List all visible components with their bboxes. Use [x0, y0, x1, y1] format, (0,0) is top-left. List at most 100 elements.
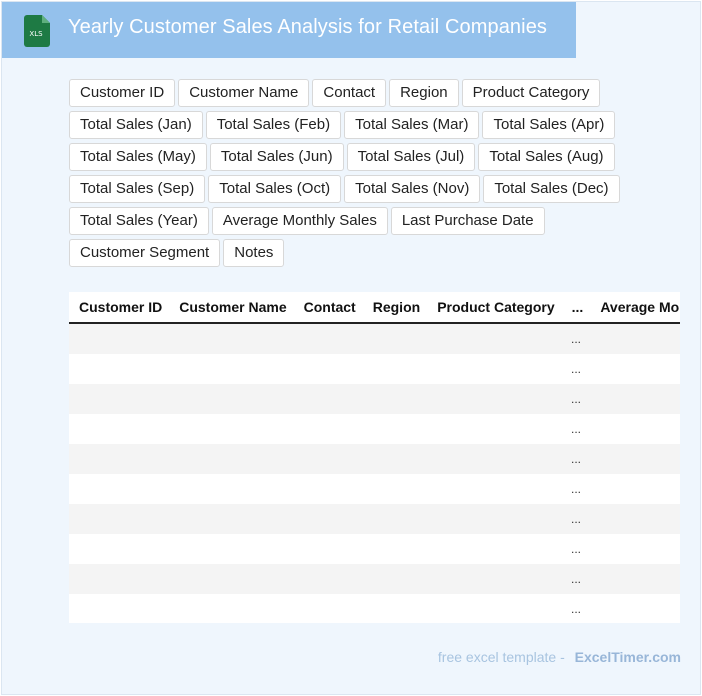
table-cell[interactable] — [169, 534, 294, 564]
table-cell[interactable] — [590, 594, 680, 623]
table-cell[interactable] — [293, 474, 363, 504]
table-cell[interactable] — [427, 594, 562, 623]
field-chip[interactable]: Total Sales (Nov) — [344, 175, 481, 203]
table-cell[interactable] — [362, 474, 428, 504]
field-chip[interactable]: Total Sales (Oct) — [208, 175, 342, 203]
column-header[interactable]: Customer Name — [169, 292, 294, 324]
table-cell[interactable] — [69, 504, 170, 534]
table-cell[interactable] — [169, 323, 294, 354]
table-cell[interactable]: ... — [561, 414, 591, 444]
table-cell[interactable] — [427, 354, 562, 384]
table-cell[interactable] — [169, 474, 294, 504]
field-chip[interactable]: Total Sales (Dec) — [483, 175, 620, 203]
table-cell[interactable] — [169, 504, 294, 534]
field-chip[interactable]: Average Monthly Sales — [211, 207, 388, 235]
table-cell[interactable] — [293, 564, 363, 594]
table-cell[interactable]: ... — [561, 564, 591, 594]
table-cell[interactable]: ... — [561, 504, 591, 534]
table-cell[interactable] — [590, 444, 680, 474]
table-cell[interactable] — [590, 504, 680, 534]
footer-brand-link[interactable]: ExcelTimer.com — [574, 649, 681, 665]
field-chip[interactable]: Region — [389, 79, 459, 107]
table-cell[interactable] — [293, 504, 363, 534]
column-header[interactable]: ... — [561, 292, 591, 324]
table-cell[interactable] — [427, 323, 562, 354]
table-cell[interactable] — [69, 384, 170, 414]
table-cell[interactable] — [169, 564, 294, 594]
table-cell[interactable] — [427, 414, 562, 444]
table-cell[interactable] — [590, 323, 680, 354]
table-cell[interactable] — [69, 474, 170, 504]
table-cell[interactable] — [69, 414, 170, 444]
table-cell[interactable] — [362, 354, 428, 384]
table-cell[interactable] — [69, 323, 170, 354]
field-chip[interactable]: Total Sales (Year) — [69, 207, 209, 235]
table-cell[interactable] — [427, 534, 562, 564]
table-cell[interactable] — [427, 384, 562, 414]
table-cell[interactable] — [69, 354, 170, 384]
table-cell[interactable] — [293, 354, 363, 384]
table-cell[interactable] — [169, 444, 294, 474]
table-cell[interactable] — [362, 594, 428, 623]
table-cell[interactable]: ... — [561, 384, 591, 414]
table-cell[interactable] — [69, 564, 170, 594]
table-cell[interactable] — [590, 534, 680, 564]
table-cell[interactable] — [590, 564, 680, 594]
table-cell[interactable] — [362, 414, 428, 444]
field-chip[interactable]: Product Category — [461, 79, 601, 107]
data-table-container[interactable]: Customer ID Customer Name Contact Region Pro… — [69, 292, 680, 623]
table-cell[interactable] — [169, 414, 294, 444]
field-chip[interactable]: Contact — [312, 79, 387, 107]
table-cell[interactable] — [362, 444, 428, 474]
column-header[interactable]: Contact — [293, 292, 363, 324]
column-header[interactable]: Customer ID — [69, 292, 170, 324]
field-chip[interactable]: Customer Segment — [69, 239, 221, 267]
table-cell[interactable] — [590, 354, 680, 384]
table-cell[interactable] — [362, 323, 428, 354]
field-chip[interactable]: Customer Name — [178, 79, 310, 107]
column-header[interactable]: Region — [362, 292, 428, 324]
field-chip[interactable]: Total Sales (Sep) — [69, 175, 206, 203]
field-chip[interactable]: Total Sales (Aug) — [478, 143, 615, 171]
table-cell[interactable] — [69, 594, 170, 623]
field-chip[interactable]: Customer ID — [69, 79, 176, 107]
table-cell[interactable] — [362, 504, 428, 534]
table-cell[interactable] — [427, 444, 562, 474]
field-chip[interactable]: Total Sales (Jul) — [346, 143, 476, 171]
field-chip[interactable]: Total Sales (Jan) — [69, 111, 203, 139]
table-cell[interactable]: ... — [561, 534, 591, 564]
table-cell[interactable]: ... — [561, 354, 591, 384]
field-chip[interactable]: Total Sales (May) — [69, 143, 207, 171]
table-cell[interactable]: ... — [561, 474, 591, 504]
table-cell[interactable]: ... — [561, 594, 591, 623]
field-chip[interactable]: Total Sales (Mar) — [344, 111, 480, 139]
field-chip[interactable]: Total Sales (Jun) — [209, 143, 344, 171]
column-header[interactable]: Product Category — [427, 292, 562, 324]
table-cell[interactable] — [362, 534, 428, 564]
table-cell[interactable] — [293, 414, 363, 444]
table-cell[interactable] — [169, 594, 294, 623]
table-cell[interactable] — [362, 384, 428, 414]
field-chip[interactable]: Total Sales (Apr) — [482, 111, 616, 139]
table-cell[interactable] — [293, 594, 363, 623]
table-cell[interactable] — [169, 354, 294, 384]
table-cell[interactable] — [293, 323, 363, 354]
field-chip[interactable]: Notes — [223, 239, 285, 267]
table-cell[interactable] — [293, 534, 363, 564]
field-chip[interactable]: Last Purchase Date — [390, 207, 545, 235]
table-cell[interactable] — [427, 564, 562, 594]
table-cell[interactable] — [427, 504, 562, 534]
table-cell[interactable] — [590, 384, 680, 414]
table-cell[interactable]: ... — [561, 444, 591, 474]
table-cell[interactable] — [362, 564, 428, 594]
table-cell[interactable] — [590, 474, 680, 504]
table-cell[interactable] — [427, 474, 562, 504]
table-cell[interactable] — [169, 384, 294, 414]
table-cell[interactable] — [293, 444, 363, 474]
column-header[interactable]: Average Monthly Sales — [590, 292, 680, 324]
table-cell[interactable]: ... — [561, 323, 591, 354]
table-cell[interactable] — [69, 534, 170, 564]
table-cell[interactable] — [69, 444, 170, 474]
table-cell[interactable] — [293, 384, 363, 414]
table-cell[interactable] — [590, 414, 680, 444]
